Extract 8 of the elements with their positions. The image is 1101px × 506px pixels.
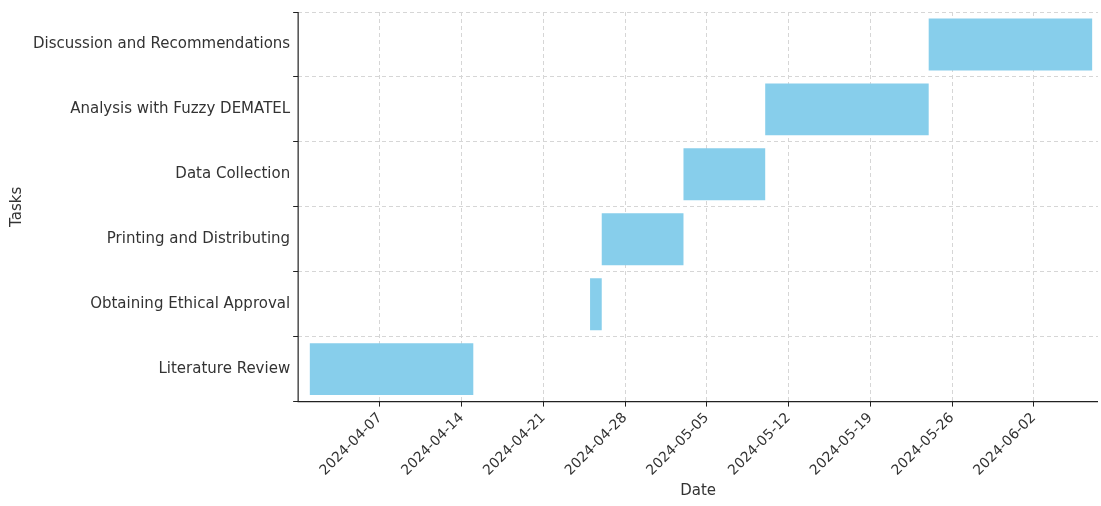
y-tick-label: Printing and Distributing [106,229,291,248]
y-tick-label: Discussion and Recommendations [32,34,291,53]
y-tick-label: Literature Review [158,359,291,378]
x-axis-title: Date [680,480,716,499]
y-tick-label: Obtaining Ethical Approval [90,294,291,313]
y-tick-label: Analysis with Fuzzy DEMATEL [70,99,291,118]
y-axis-title: Tasks [6,186,25,228]
y-tick-label: Data Collection [175,164,291,183]
